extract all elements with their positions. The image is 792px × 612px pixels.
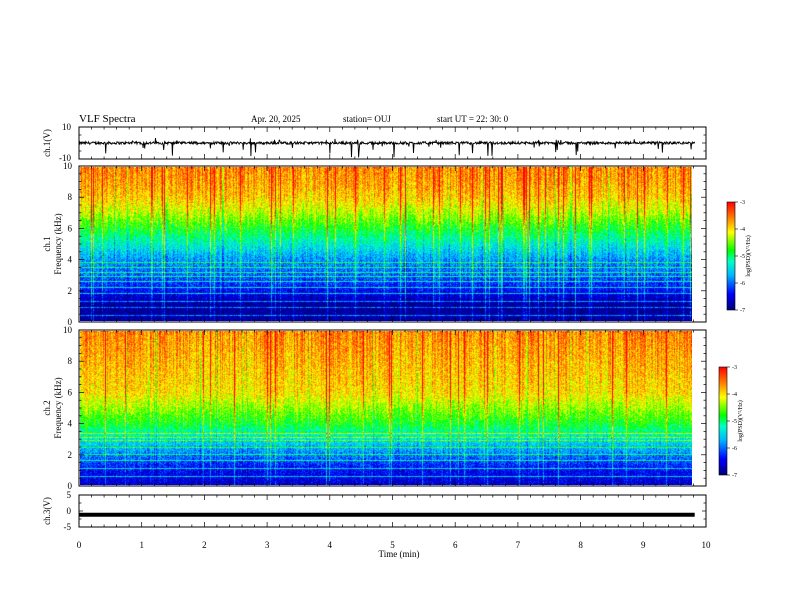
- colorbar-tick-label: -7: [740, 308, 745, 314]
- ch1-waveform-panel: 10 -10 ch.1(V): [42, 122, 707, 163]
- ch1-spectrogram-ylabel-line2: Frequency (kHz): [53, 213, 63, 274]
- colorbar-tick-label: -5: [732, 419, 737, 425]
- colorbar-tick-label: -6: [732, 446, 737, 452]
- y-tick-label: 0: [68, 481, 73, 491]
- colorbar-tick-label: -4: [740, 227, 745, 233]
- colorbar-tick-label: -4: [732, 392, 737, 398]
- ch1-spectrogram-image: [80, 167, 692, 321]
- ch2-colorbar: [718, 366, 728, 476]
- ch2-colorbar-ticks: -3 -4 -5 -6 -7: [727, 365, 737, 479]
- ch1-spectrogram-ytick-labels: 0 2 4 6 8 10: [63, 161, 73, 327]
- x-axis-label: Time (min): [379, 549, 420, 559]
- date-label: Apr. 20, 2025: [251, 114, 301, 124]
- y-tick-label: 2: [68, 450, 73, 460]
- x-tick-label: 5: [390, 540, 395, 550]
- y-tick-label: 8: [68, 356, 73, 366]
- x-tick-label: 10: [702, 540, 712, 550]
- x-tick-label: 6: [453, 540, 458, 550]
- start-time-label: start UT = 22: 30: 0: [437, 114, 509, 124]
- station-label: station= OUJ: [343, 114, 391, 124]
- ch1-colorbar: [726, 201, 736, 311]
- ch1-colorbar-label: log(PSD)(V²/Hz): [745, 235, 752, 276]
- y-tick-label: 4: [68, 255, 73, 265]
- colorbar-tick-label: -5: [740, 254, 745, 260]
- ch2-spectrogram-ylabel-line1: ch.2: [42, 400, 52, 415]
- x-tick-label: 9: [641, 540, 646, 550]
- x-tick-label: 1: [139, 540, 144, 550]
- x-tick-label: 0: [77, 540, 82, 550]
- ch2-spectrogram-ticks: [78, 329, 707, 487]
- colorbar-tick-label: -3: [732, 365, 737, 371]
- y-tick-label: 10: [63, 161, 73, 171]
- ch3-ytick-top: 5: [67, 490, 72, 500]
- ch2-spectrogram-ytick-labels: 0 2 4 6 8 10: [63, 325, 73, 491]
- x-tick-label: 8: [578, 540, 583, 550]
- ch1-ytick-top: 10: [62, 122, 72, 132]
- ch3-ytick-bottom: -5: [64, 522, 72, 532]
- y-tick-label: 8: [68, 192, 73, 202]
- colorbar-tick-label: -6: [740, 281, 745, 287]
- y-tick-label: 6: [68, 223, 73, 233]
- figure-title: VLF Spectra: [79, 113, 136, 125]
- x-axis-tick-labels: 0 1 2 3 4 5 6 7 8 9 10: [77, 540, 711, 550]
- ch3-waveform-trace: [79, 494, 706, 528]
- y-tick-label: 6: [68, 387, 73, 397]
- ch3-ytick-mid: 0: [67, 506, 72, 516]
- ch3-waveform-frame: [78, 494, 707, 528]
- ch1-ytick-bottom: -10: [59, 153, 71, 163]
- ch2-spectrogram-ylabel-line2: Frequency (kHz): [53, 377, 63, 438]
- waveform-line: [78, 138, 696, 158]
- ch3-waveform-panel: 5 0 -5 ch.3(V): [42, 490, 707, 532]
- colorbar-tick-label: -7: [732, 473, 737, 479]
- ch3-waveform-ticks: [78, 495, 707, 527]
- ch1-spectrogram-ticks: [78, 165, 707, 323]
- ch1-waveform-ticks: [78, 127, 707, 159]
- colorbar-tick-label: -3: [740, 200, 745, 206]
- x-tick-label: 7: [516, 540, 521, 550]
- ch1-spectrogram-ylabel-line1: ch.1: [42, 236, 52, 251]
- ch1-waveform-trace: [78, 126, 706, 160]
- ch2-colorbar-label: log(PSD)(V²/Hz): [737, 400, 744, 441]
- x-tick-label: 4: [328, 540, 333, 550]
- ch1-waveform-ylabel: ch.1(V): [42, 129, 52, 157]
- y-tick-label: 2: [68, 286, 73, 296]
- x-tick-label: 3: [265, 540, 270, 550]
- ch1-colorbar-ticks: -3 -4 -5 -6 -7: [735, 200, 745, 314]
- y-tick-label: 10: [63, 325, 73, 335]
- x-tick-label: 2: [202, 540, 207, 550]
- y-tick-label: 4: [68, 419, 73, 429]
- ch3-waveform-ylabel: ch.3(V): [42, 497, 52, 525]
- y-tick-label: 0: [68, 317, 73, 327]
- ch2-spectrogram-image: [80, 331, 692, 485]
